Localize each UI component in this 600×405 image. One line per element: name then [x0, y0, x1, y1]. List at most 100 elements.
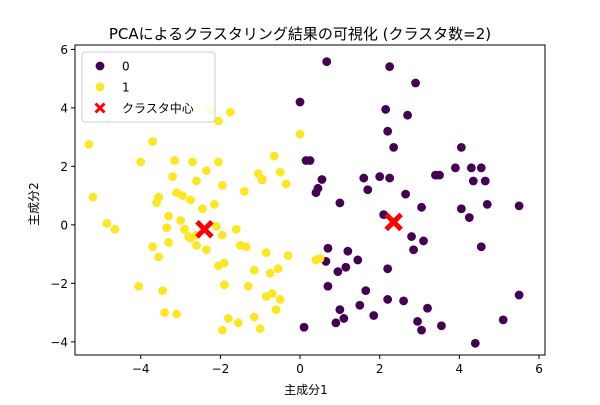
cluster-0-point: [417, 325, 426, 335]
cluster-1-point: [211, 221, 221, 231]
cluster-0-point: [480, 176, 490, 186]
cluster-0-point: [335, 198, 345, 208]
cluster-0-point: [476, 242, 486, 252]
x-tick-label: −2: [212, 362, 230, 376]
cluster-1-point: [267, 289, 277, 298]
cluster-0-point: [464, 213, 474, 222]
cluster-1-point: [281, 179, 291, 189]
y-tick-label: 6: [60, 43, 68, 57]
cluster-0-point: [411, 78, 420, 88]
cluster-1-point: [180, 224, 189, 234]
legend-center-stroke: [94, 102, 106, 114]
cluster-0-point: [375, 172, 385, 182]
cluster-1-point: [160, 308, 170, 317]
cluster-1-point: [102, 218, 112, 228]
cluster-1-point: [186, 195, 195, 205]
cluster-0-point: [323, 281, 333, 291]
cluster-1-point: [249, 312, 259, 322]
cluster-0-point: [450, 163, 460, 173]
cluster-1-point: [243, 281, 253, 291]
cluster-0-point: [476, 163, 486, 173]
cluster-1-point: [110, 224, 120, 234]
cluster-center-marker: [195, 219, 214, 239]
cluster-1-point: [271, 305, 281, 315]
cluster-1-point: [217, 230, 227, 240]
cluster-0-point: [335, 305, 345, 315]
chart-title: PCAによるクラスタリング結果の可視化 (クラスタ数=2): [109, 25, 491, 43]
cluster-1-point: [269, 151, 279, 161]
cluster-0-point: [381, 104, 391, 114]
cluster-0-point: [468, 176, 478, 186]
y-axis-label: 主成分2: [27, 182, 41, 226]
y-tick-label: −4: [50, 335, 68, 349]
cluster-0-point: [331, 318, 341, 328]
cluster-1-point: [192, 176, 201, 186]
legend-label: 1: [122, 81, 130, 95]
cluster-1-point: [233, 318, 243, 328]
cluster-1-point: [134, 281, 144, 291]
x-axis-label: 主成分1: [284, 383, 328, 397]
cluster-1-point: [213, 157, 223, 167]
legend-marker-1: [95, 82, 105, 92]
cluster-0-point: [301, 156, 311, 165]
cluster-0-point: [419, 236, 428, 246]
cluster-0-point: [423, 303, 432, 313]
legend: 0 1 クラスタ中心: [81, 51, 216, 123]
cluster-0-point: [470, 338, 480, 348]
cluster-0-point: [361, 286, 371, 296]
cluster-1-point: [192, 240, 201, 250]
cluster-1-point: [158, 286, 168, 296]
cluster-0-point: [456, 204, 466, 214]
cluster-0-point: [339, 314, 349, 323]
x-tick-label: 4: [456, 362, 464, 376]
x-tick-label: −4: [132, 362, 150, 376]
cluster-0-point: [341, 262, 351, 272]
cluster-0-point: [399, 296, 409, 306]
cluster-1-point: [148, 137, 158, 146]
cluster-0-point: [383, 295, 393, 304]
cluster-0-point: [383, 126, 393, 136]
cluster-0-point: [299, 322, 309, 332]
cluster-1-point: [257, 175, 267, 184]
cluster-0-point: [383, 264, 393, 274]
cluster-1-point: [249, 265, 259, 275]
cluster-1-point: [188, 157, 197, 167]
cluster-1-point: [136, 157, 146, 167]
cluster-0-point: [409, 245, 418, 255]
cluster-0-point: [385, 62, 395, 72]
cluster-1-point: [225, 107, 235, 117]
cluster-1-point: [213, 261, 223, 271]
cluster-1-point: [213, 116, 223, 126]
y-tick-label: −2: [50, 277, 68, 291]
cluster-1-point: [148, 242, 158, 252]
cluster-1-point: [265, 268, 275, 278]
cluster-1-point: [170, 156, 179, 165]
cluster-1-point: [202, 245, 211, 255]
cluster-0-point: [413, 316, 422, 326]
cluster-1-point: [202, 166, 211, 176]
cluster-0-point: [311, 188, 321, 198]
y-tick-label: 4: [60, 101, 68, 115]
cluster-1-point: [176, 216, 185, 225]
legend-marker-0: [95, 61, 105, 71]
cluster-1-point: [198, 204, 207, 214]
cluster-1-point: [162, 223, 172, 233]
cluster-1-point: [275, 167, 285, 177]
axes-frame: [74, 44, 546, 356]
cluster-0-point: [498, 315, 508, 325]
cluster-1-point: [241, 242, 251, 252]
cluster-0-point: [343, 246, 353, 256]
cluster-0-point: [401, 189, 410, 199]
cluster-0-point: [466, 163, 476, 173]
cluster-0-point: [407, 232, 416, 241]
cluster-1-point: [231, 224, 241, 234]
cluster-0-point: [353, 255, 363, 265]
cluster-1-point: [219, 280, 229, 290]
cluster-1-point: [295, 129, 305, 139]
cluster-0-point: [403, 110, 412, 120]
cluster-0-point: [323, 243, 333, 253]
cluster-1-point: [255, 324, 265, 334]
cluster-center-stroke: [384, 212, 403, 232]
cluster-0-point: [369, 311, 379, 320]
